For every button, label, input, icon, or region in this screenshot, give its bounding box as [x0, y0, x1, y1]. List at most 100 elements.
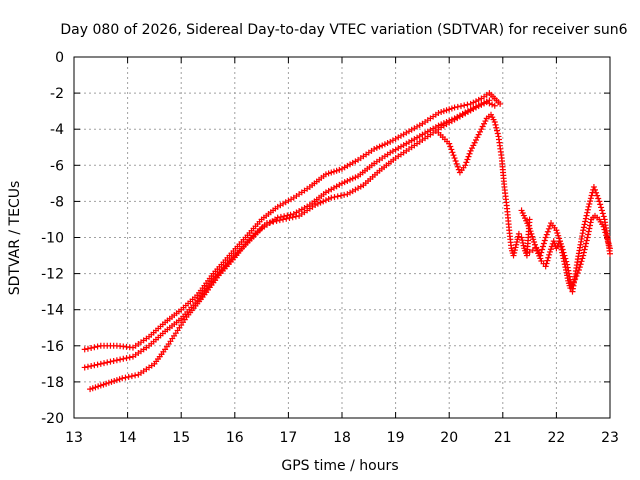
data-point [593, 189, 600, 196]
data-point [276, 217, 283, 224]
data-point [519, 239, 526, 246]
x-tick-label: 17 [279, 430, 297, 446]
data-point [558, 246, 565, 253]
data-point [580, 252, 587, 259]
data-point [81, 364, 88, 371]
data-point [117, 356, 124, 363]
data-point [602, 229, 609, 236]
data-point [520, 242, 527, 249]
data-point [603, 235, 610, 242]
x-tick-label: 16 [226, 430, 244, 446]
data-point [491, 118, 498, 125]
data-point [494, 130, 501, 137]
y-tick-label: -18 [41, 375, 64, 391]
data-point [562, 264, 569, 271]
data-point [273, 217, 280, 224]
data-point [119, 375, 126, 382]
data-point [320, 198, 327, 205]
data-point [582, 243, 589, 250]
data-point [475, 103, 482, 110]
data-point [546, 251, 553, 258]
y-tick-label: -12 [41, 267, 64, 283]
data-point [540, 240, 547, 247]
data-point [87, 386, 94, 393]
data-point [585, 203, 592, 210]
data-point [314, 200, 321, 207]
data-point [461, 102, 468, 109]
data-point [560, 255, 567, 262]
data-point [576, 264, 583, 271]
data-point [528, 230, 535, 237]
data-point [126, 354, 133, 361]
data-point [585, 228, 592, 235]
data-point [381, 141, 388, 148]
y-tick-label: -2 [50, 86, 64, 102]
data-point [600, 213, 607, 220]
data-point [473, 98, 479, 105]
series-track-1 [81, 90, 504, 353]
data-point [570, 278, 577, 285]
data-point [92, 384, 99, 391]
x-tick-label: 14 [119, 430, 137, 446]
data-point [113, 377, 120, 384]
data-point [328, 169, 335, 176]
data-point [580, 224, 587, 231]
data-point [100, 381, 107, 388]
data-point [559, 252, 566, 259]
data-point [465, 153, 472, 160]
data-point [328, 194, 335, 201]
data-point [331, 194, 338, 201]
data-point [548, 243, 555, 250]
data-point [448, 105, 455, 112]
data-point [317, 199, 324, 206]
data-point [120, 355, 127, 362]
y-tick-label: -4 [50, 122, 64, 138]
data-point [586, 222, 593, 229]
data-point [97, 360, 104, 367]
data-point [530, 236, 537, 243]
data-point [477, 128, 484, 135]
data-point [526, 248, 533, 255]
data-point [584, 234, 591, 241]
data-point [572, 276, 579, 283]
data-point [494, 127, 501, 134]
data-point [337, 192, 344, 199]
y-tick-label: -10 [41, 231, 64, 247]
data-point [481, 120, 488, 127]
data-point [547, 246, 554, 253]
data-point [450, 152, 457, 159]
data-point [555, 232, 562, 239]
x-tick-label: 23 [601, 430, 619, 446]
data-point [510, 252, 517, 259]
data-point [454, 163, 461, 170]
data-point [540, 243, 546, 250]
data-point [479, 123, 486, 130]
data-point [322, 197, 329, 204]
y-tick-label: -20 [41, 411, 64, 427]
data-point [557, 243, 564, 250]
data-point [545, 225, 552, 232]
data-point [452, 157, 459, 164]
data-point [542, 234, 549, 241]
data-point [451, 155, 458, 162]
data-point [94, 361, 101, 368]
data-point [446, 106, 453, 113]
data-point [489, 101, 496, 108]
data-point [349, 175, 356, 182]
x-tick-label: 20 [440, 430, 458, 446]
data-point [542, 263, 549, 270]
data-point [486, 100, 493, 107]
data-point [475, 96, 482, 103]
data-point [373, 144, 380, 151]
data-point [600, 223, 607, 230]
data-point [541, 237, 548, 244]
data-point [107, 358, 114, 365]
data-point [108, 378, 115, 385]
data-point [322, 171, 329, 178]
data-point [531, 241, 538, 248]
data-point [586, 200, 593, 207]
data-point [544, 228, 551, 235]
data-point [464, 101, 471, 108]
data-point [467, 100, 474, 107]
data-point [482, 118, 489, 125]
